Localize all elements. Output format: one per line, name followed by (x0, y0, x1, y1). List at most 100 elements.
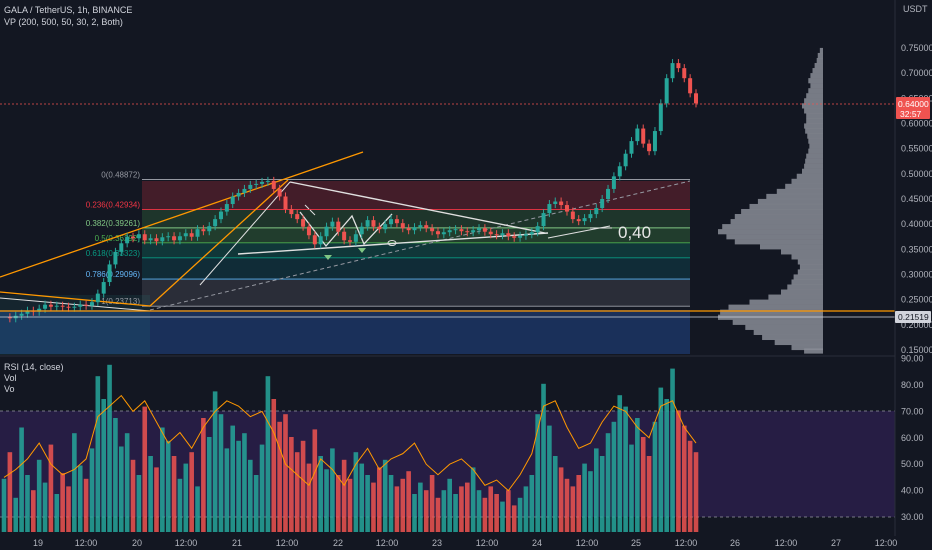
candle-body (166, 236, 171, 238)
volume-bar (48, 444, 54, 532)
candle-body (213, 219, 218, 227)
candle-body (541, 213, 546, 227)
volume-bar (459, 486, 464, 532)
price-tick: 0.75000 (901, 43, 932, 53)
volume-bar (230, 425, 236, 532)
volume-bar (130, 459, 136, 532)
fib-level-label: 0.236(0.42934) (86, 200, 141, 209)
dashed-trend-line[interactable] (149, 180, 691, 311)
drawings[interactable] (0, 151, 691, 312)
candle-body (424, 225, 429, 229)
candle-body (465, 231, 470, 233)
candle-body (658, 103, 663, 132)
volume-bar (265, 376, 271, 532)
last-price-badge (896, 97, 930, 119)
candle-body (318, 236, 323, 245)
price-annotation[interactable]: 0,40 (618, 223, 651, 242)
candle-body (113, 251, 118, 265)
volume-bar (253, 475, 259, 532)
triangle-top-line[interactable] (289, 181, 546, 234)
volume-profile-bar (726, 234, 823, 240)
symbol-title[interactable]: GALA / TetherUS, 1h, BINANCE (4, 5, 133, 15)
fib-level-label: 0.5(0.36292) (95, 234, 141, 243)
volume-profile-bar (814, 63, 823, 69)
volume-bar (13, 497, 19, 532)
price-tick: 0.50000 (901, 169, 932, 179)
price-axis[interactable] (895, 0, 932, 550)
candle-body (582, 218, 587, 222)
volume-bar (183, 463, 189, 532)
candle-body (441, 232, 446, 235)
base-line[interactable] (0, 297, 151, 312)
indicator-rsi-label[interactable]: RSI (14, close) (4, 362, 64, 372)
candle-body (60, 305, 65, 307)
volume-bar (482, 497, 488, 532)
volume-profile-bar (797, 259, 823, 265)
volume-profile-bar (808, 88, 823, 94)
fib-level-label: 0.786(0.29096) (86, 270, 141, 279)
candle-body (383, 224, 388, 230)
volume-bar (423, 490, 429, 532)
lower-channel-line[interactable] (0, 291, 151, 307)
volume-bar (25, 475, 30, 532)
candle-body (306, 226, 311, 236)
volume-bar (242, 433, 247, 532)
candle-body (95, 293, 100, 303)
fib-zone-0786-1 (142, 280, 690, 307)
candle-body (242, 188, 247, 193)
indicator-vp-label[interactable]: VP (200, 500, 50, 30, 2, Both) (4, 17, 123, 27)
volume-profile-bar (762, 334, 823, 341)
volume-profile-bar (791, 279, 823, 285)
time-tick: 12:00 (576, 538, 599, 548)
volume-bar (605, 433, 611, 532)
impulse-line[interactable] (199, 181, 291, 286)
volume-bar (388, 475, 394, 532)
volume-bar (72, 433, 77, 532)
volume-bar (429, 475, 435, 532)
candle-body (629, 141, 634, 154)
time-axis[interactable] (0, 536, 932, 550)
volume-bar (447, 478, 452, 532)
volume-profile-bar (722, 224, 823, 230)
volume-bar (89, 448, 95, 532)
rising-support-line[interactable] (149, 179, 289, 307)
volume-bar (224, 448, 230, 532)
fib-zone-0382-05 (142, 228, 690, 243)
w-pattern[interactable] (299, 211, 393, 248)
candle-body (394, 219, 399, 224)
volume-profile-bar (805, 128, 823, 134)
volume-bar (189, 452, 194, 532)
price-tick: 0.20000 (901, 320, 932, 330)
volume-bar (1, 478, 7, 532)
price-tick: 0.35000 (901, 244, 932, 254)
volume-bar (453, 494, 458, 532)
rsi-line (3, 394, 697, 492)
rsi-tick: 70.00 (901, 406, 924, 416)
time-tick: 23 (432, 538, 442, 548)
volume-bar (83, 478, 89, 532)
volume-profile-bar (791, 344, 823, 351)
indicator-vol-label-2[interactable]: Vo (4, 384, 15, 394)
price-tick: 0.25000 (901, 295, 932, 305)
volume-bar (365, 475, 370, 532)
volume-bar (594, 448, 599, 532)
volume-bar (629, 444, 634, 532)
upper-channel-line[interactable] (0, 151, 364, 278)
candle-body (377, 226, 382, 230)
candle-body (611, 176, 616, 189)
fibonacci-retracement[interactable] (142, 181, 690, 307)
volume-profile-bar (807, 133, 823, 139)
candle-body (248, 184, 253, 189)
candle-body (617, 166, 622, 177)
candle-body (564, 205, 569, 212)
time-tick: 12:00 (875, 538, 898, 548)
candle-body (512, 236, 517, 238)
rsi-tick: 30.00 (901, 512, 924, 522)
volume-bar (617, 395, 623, 532)
candle-body (218, 211, 223, 220)
indicator-vol-label[interactable]: Vol (4, 373, 17, 383)
candle-body (336, 221, 341, 232)
volume-bar (335, 475, 341, 532)
volume-profile-bar (785, 183, 823, 190)
